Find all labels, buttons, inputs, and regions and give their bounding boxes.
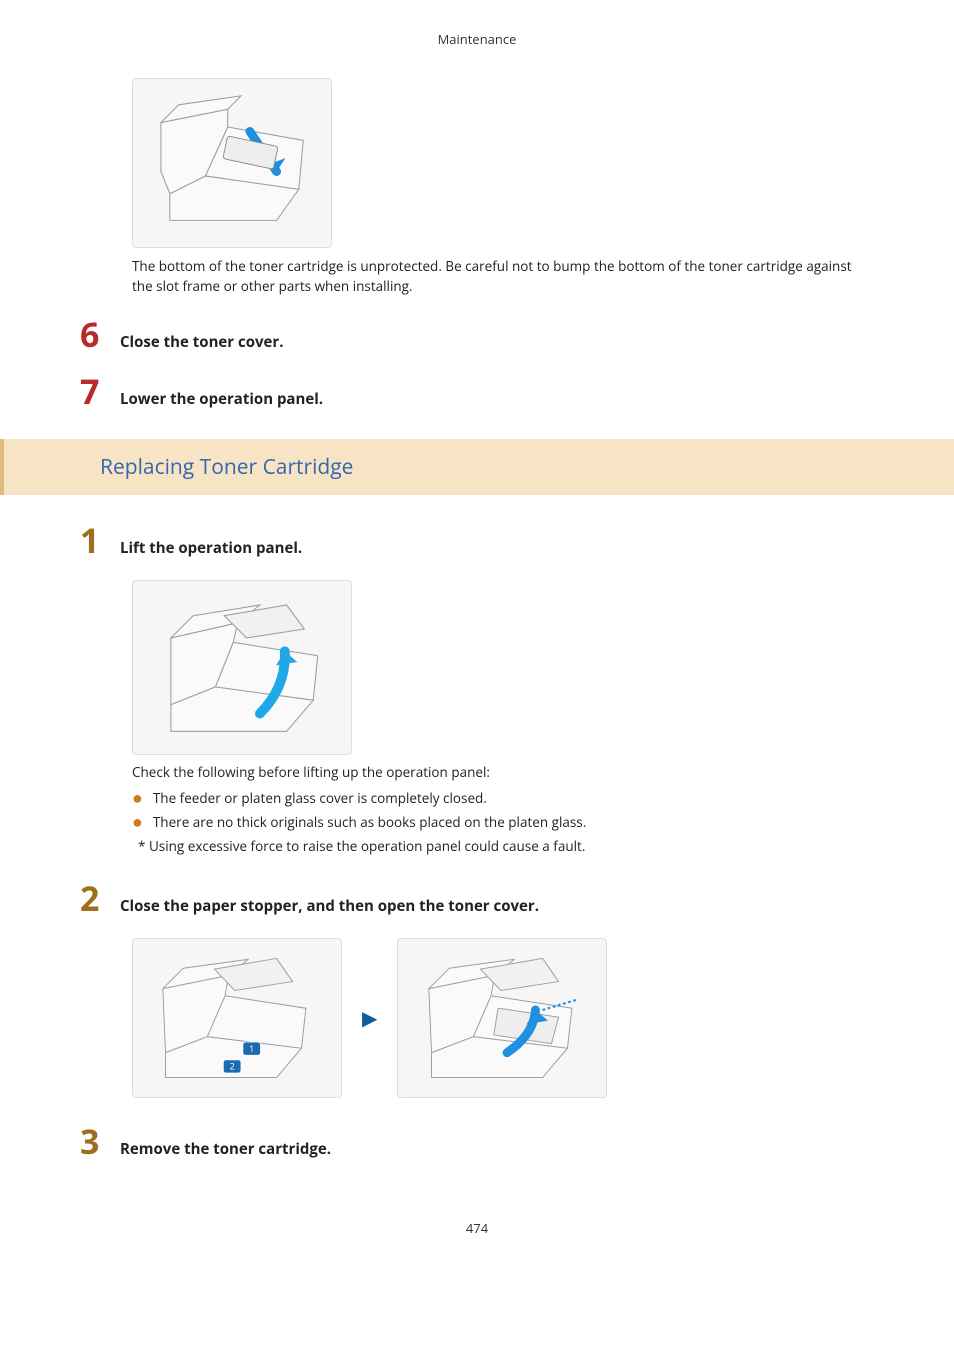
- replace-step-number-3: 3: [80, 1124, 120, 1158]
- page-header-title: Maintenance: [80, 30, 874, 48]
- bullet-text-2: There are no thick originals such as boo…: [153, 813, 586, 831]
- asterisk-note-text: * Using excessive force to raise the ope…: [138, 837, 874, 855]
- illustration-close-stopper: 1 2: [132, 938, 342, 1098]
- replace-step-3-row: 3 Remove the toner cartridge.: [80, 1124, 874, 1159]
- bullet-item-1: ● The feeder or platen glass cover is co…: [132, 789, 874, 807]
- replace-step-number-2: 2: [80, 881, 120, 915]
- section-heading-text: Replacing Toner Cartridge: [20, 453, 938, 481]
- step-7-row: 7 Lower the operation panel.: [80, 374, 874, 409]
- replace-step-text-lift-panel: Lift the operation panel.: [120, 530, 302, 558]
- step-number-7: 7: [80, 374, 120, 408]
- illustration-insert-cartridge: [132, 78, 332, 248]
- replace-step-text-remove-cartridge: Remove the toner cartridge.: [120, 1131, 331, 1159]
- page-number: 474: [80, 1219, 874, 1237]
- bullet-text-1: The feeder or platen glass cover is comp…: [153, 789, 487, 807]
- badge-2: 2: [230, 1061, 235, 1073]
- step-text-close-toner-cover: Close the toner cover.: [120, 324, 283, 352]
- step-text-lower-panel: Lower the operation panel.: [120, 381, 323, 409]
- step-number-6: 6: [80, 317, 120, 351]
- replace-step-2-row: 2 Close the paper stopper, and then open…: [80, 881, 874, 916]
- illustration-open-toner-cover: [397, 938, 607, 1098]
- step-6-row: 6 Close the toner cover.: [80, 317, 874, 352]
- caption-unprotected-cartridge: The bottom of the toner cartridge is unp…: [132, 256, 874, 297]
- bullet-dot-icon: ●: [132, 813, 143, 831]
- bullet-list-checks: ● The feeder or platen glass cover is co…: [132, 789, 874, 831]
- dual-illustration-row: 1 2 ▶: [132, 938, 874, 1098]
- top-illustration-block: The bottom of the toner cartridge is unp…: [132, 78, 874, 297]
- badge-1: 1: [250, 1043, 255, 1055]
- arrow-between-icon: ▶: [362, 1004, 377, 1031]
- bullet-dot-icon: ●: [132, 789, 143, 807]
- replace-step-text-close-stopper: Close the paper stopper, and then open t…: [120, 888, 539, 916]
- check-intro-text: Check the following before lifting up th…: [132, 763, 874, 781]
- bullet-item-2: ● There are no thick originals such as b…: [132, 813, 874, 831]
- section-heading-replacing-cartridge: Replacing Toner Cartridge: [0, 439, 954, 495]
- illustration-lift-panel: [132, 580, 352, 755]
- replace-step-2-detail: 1 2 ▶: [132, 938, 874, 1098]
- replace-step-number-1: 1: [80, 523, 120, 557]
- replace-step-1-row: 1 Lift the operation panel.: [80, 523, 874, 558]
- replace-step-1-detail: Check the following before lifting up th…: [132, 580, 874, 855]
